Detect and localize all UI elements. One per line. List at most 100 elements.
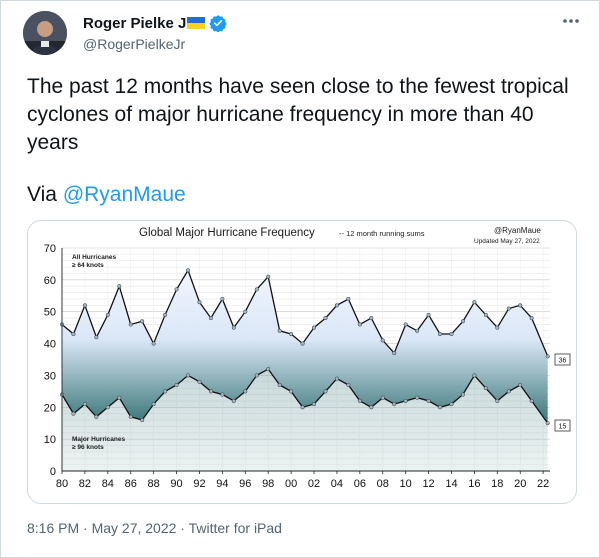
data-point-all <box>460 319 465 324</box>
data-point-all <box>357 322 362 327</box>
x-tick-label: 86 <box>125 478 137 490</box>
avatar[interactable] <box>23 11 67 55</box>
data-point-major <box>277 382 282 388</box>
tweet-timestamp[interactable]: 8:16 PM · May 27, 2022 · Twitter for iPa… <box>27 520 282 536</box>
via-line: Via @RyanMaue <box>27 181 186 209</box>
x-tick-label: 94 <box>216 478 228 490</box>
x-tick-label: 90 <box>170 478 182 490</box>
chart-title: Global Major Hurricane Frequency <box>139 227 315 239</box>
x-tick-label: 02 <box>308 478 320 490</box>
x-tick-label: 96 <box>239 478 251 490</box>
end-label-major: 15 <box>559 424 567 431</box>
y-tick-label: 0 <box>50 466 56 478</box>
area-band <box>62 270 548 424</box>
data-point-major <box>357 398 362 403</box>
data-point-all <box>369 316 374 321</box>
series-label-all-line1: All Hurricanes <box>72 254 116 261</box>
data-point-all <box>449 331 454 337</box>
x-tick-label: 20 <box>514 478 526 490</box>
data-point-major <box>380 395 385 400</box>
data-point-major <box>392 402 397 407</box>
chart-updated: Updated May 27, 2022 <box>474 238 540 245</box>
data-point-all <box>495 325 500 330</box>
data-point-all <box>208 316 213 321</box>
data-point-major <box>140 417 145 423</box>
data-point-major <box>323 389 328 394</box>
via-label: Via <box>27 183 57 206</box>
data-point-major <box>426 398 431 403</box>
data-point-all <box>483 312 488 317</box>
data-point-all <box>426 312 431 317</box>
data-point-major <box>254 373 259 378</box>
data-point-major <box>82 402 87 407</box>
author-handle[interactable]: @RogerPielkeJr <box>83 36 186 52</box>
series-label-major-line1: Major Hurricanes <box>72 436 125 443</box>
data-point-major <box>71 411 76 416</box>
data-point-all <box>289 331 294 337</box>
data-point-all <box>197 300 202 305</box>
x-tick-label: 00 <box>285 478 297 490</box>
y-tick-label: 50 <box>44 307 56 319</box>
data-point-all <box>472 300 477 305</box>
data-point-all <box>415 328 420 333</box>
y-tick-label: 40 <box>44 339 56 351</box>
data-point-major <box>128 414 133 419</box>
data-point-all <box>529 316 534 321</box>
y-tick-label: 30 <box>44 370 56 382</box>
data-point-major <box>369 405 374 410</box>
data-point-all <box>243 309 248 314</box>
data-point-all <box>163 312 168 317</box>
data-point-major <box>346 382 351 388</box>
tweet-text: The past 12 months have seen close to th… <box>27 75 569 154</box>
hurricane-frequency-chart: 0 10 20 30 40 50 60 70 80 82 84 86 88 90 92 94 96 98 00 02 0… <box>44 226 571 490</box>
chart-subtitle: -- 12 month running sums <box>339 229 425 238</box>
series-label-major-line2: ≥ 96 knots <box>72 444 104 451</box>
data-point-all <box>254 287 259 292</box>
ukraine-flag-icon <box>187 17 205 29</box>
author-name[interactable]: Roger Pielke Jr. <box>83 15 196 32</box>
data-point-major <box>506 389 511 394</box>
data-point-major <box>518 382 523 388</box>
end-label-all-box <box>554 353 571 366</box>
data-point-major <box>105 405 110 410</box>
data-point-major <box>495 398 500 403</box>
tweet-media-image[interactable]: 0 10 20 30 40 50 60 70 80 82 84 86 88 90 92 94 96 98 00 02 0… <box>27 220 577 504</box>
data-point-major <box>94 414 99 419</box>
data-point-major <box>437 405 443 410</box>
y-tick-label: 60 <box>44 275 56 287</box>
data-point-all <box>151 341 156 346</box>
data-point-major <box>472 373 477 378</box>
data-point-major <box>231 398 236 403</box>
data-point-major <box>243 389 248 394</box>
x-tick-label: 98 <box>262 478 274 490</box>
y-tick-label: 70 <box>44 243 56 255</box>
data-point-major <box>197 379 202 384</box>
data-point-major <box>117 395 122 400</box>
data-point-all <box>323 316 328 321</box>
data-point-major <box>449 402 454 407</box>
data-point-all <box>105 312 110 317</box>
more-options-icon[interactable] <box>557 7 585 35</box>
x-tick-label: 84 <box>102 478 114 490</box>
x-tick-label: 88 <box>148 478 160 490</box>
data-point-major <box>403 398 408 403</box>
data-point-major <box>529 398 534 403</box>
data-point-major <box>300 405 305 410</box>
via-mention-link[interactable]: @RyanMaue <box>62 183 186 206</box>
x-tick-label: 80 <box>56 478 68 490</box>
x-tick-label: 92 <box>193 478 205 490</box>
x-tick-label: 22 <box>537 478 549 490</box>
data-point-major <box>334 376 339 381</box>
data-point-major <box>174 382 179 388</box>
y-tick-label: 20 <box>44 402 56 414</box>
data-point-all <box>128 322 133 327</box>
x-tick-label: 10 <box>400 478 412 490</box>
data-point-major <box>266 367 271 372</box>
x-tick-label: 08 <box>377 478 389 490</box>
data-point-all <box>82 303 87 308</box>
data-point-major <box>311 402 317 407</box>
data-point-major <box>289 389 294 394</box>
data-point-all <box>266 274 271 279</box>
data-point-all <box>277 328 282 333</box>
